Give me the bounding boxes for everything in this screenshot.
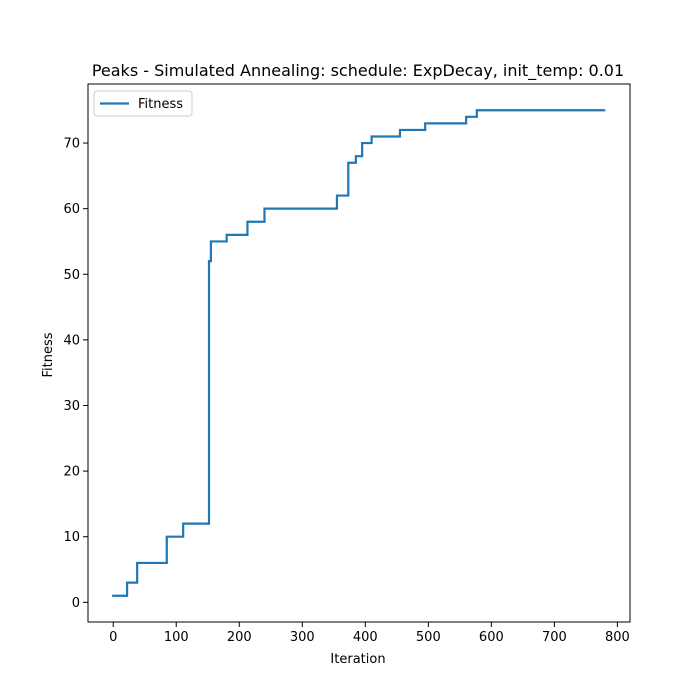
series-line-fitness	[112, 109, 606, 597]
y-tick-label: 70	[63, 137, 80, 152]
y-tick-label: 40	[63, 333, 80, 348]
y-tick-label: 10	[63, 530, 80, 545]
x-tick-label: 500	[416, 630, 441, 645]
x-tick-label: 0	[109, 630, 117, 645]
y-tick-label: 50	[63, 268, 80, 283]
x-axis-label: Iteration	[330, 652, 385, 667]
x-tick-label: 600	[479, 630, 504, 645]
axes-frame	[87, 83, 631, 623]
y-tick-label: 60	[63, 202, 80, 217]
x-tick-label: 200	[227, 630, 252, 645]
legend: Fitness	[93, 90, 193, 117]
y-tick-label: 30	[63, 399, 80, 414]
y-tick-label: 20	[63, 465, 80, 480]
legend-entry: Fitness	[138, 97, 183, 112]
y-axis-label: Fitness	[41, 332, 56, 377]
x-tick-label: 700	[542, 630, 567, 645]
x-tick-label: 400	[353, 630, 378, 645]
x-tick-label: 100	[164, 630, 189, 645]
x-tick-label: 800	[605, 630, 630, 645]
legend-box	[93, 90, 193, 117]
plot-area: 0 100 200 300 400 500 600 700 800 0 10 20 30 40 50 60 70…	[63, 83, 631, 645]
chart-title: Peaks - Simulated Annealing: schedule: E…	[92, 61, 624, 81]
y-tick-label: 0	[72, 596, 80, 611]
x-tick-label: 300	[290, 630, 315, 645]
